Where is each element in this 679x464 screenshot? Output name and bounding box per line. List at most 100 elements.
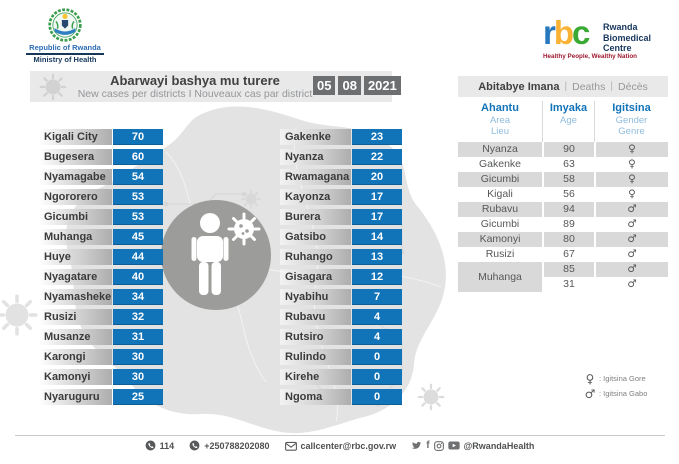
death-area: Kigali (458, 187, 542, 202)
callcenter-number: +250788202080 (189, 440, 270, 451)
district-case-count: 17 (352, 189, 402, 205)
death-area: Kamonyi (458, 232, 542, 247)
virus-icon (38, 72, 68, 102)
death-age: 67 (542, 247, 594, 262)
death-row: Nyanza 90 ♀ (458, 142, 668, 157)
district-name: Kamonyi (39, 369, 112, 385)
instagram-icon (433, 440, 444, 451)
virus-icon (227, 212, 261, 246)
twitter-icon (411, 441, 422, 449)
district-row: Burera 17 (280, 209, 402, 225)
death-age: 85 (542, 262, 594, 277)
district-name: Musanze (39, 329, 112, 345)
logo-divider (26, 53, 104, 55)
district-name: Kirehe (280, 369, 351, 385)
death-row: 31 ♂ (458, 277, 668, 292)
death-area: Rubavu (458, 202, 542, 217)
death-row: Gakenke 63 ♀ (458, 157, 668, 172)
district-row: Gicumbi 53 (39, 209, 163, 225)
death-row: Gicumbi 58 ♀ (458, 172, 668, 187)
district-name: Nyagatare (39, 269, 112, 285)
district-row: Musanze 31 (39, 329, 163, 345)
death-gender-symbol: ♀ (594, 172, 668, 187)
district-name: Gatsibo (280, 229, 351, 245)
district-row: Rutsiro 4 (280, 329, 402, 345)
hotline-number: 114 (145, 440, 174, 451)
district-row: Rwamagana 20 (280, 169, 402, 185)
person-with-virus-graphic (161, 200, 271, 310)
district-name: Ruhango (280, 249, 351, 265)
district-row: Nyagatare 40 (39, 269, 163, 285)
death-age: 31 (542, 277, 594, 292)
death-gender-symbol: ♀ (594, 187, 668, 202)
death-area: Rusizi (458, 247, 542, 262)
district-list-right: Gakenke 23 Nyanza 22 Rwamagana 20 Kayonza 17 Bur… (280, 129, 402, 409)
district-case-count: 25 (113, 389, 163, 405)
deaths-title-rw: Abitabye Imana (478, 80, 560, 93)
death-area: Gicumbi (458, 217, 542, 232)
district-case-count: 30 (113, 349, 163, 365)
district-row: Rulindo 0 (280, 349, 402, 365)
district-list-left: Kigali City 70 Bugesera 60 Nyamagabe 54 Ngoror… (39, 129, 163, 409)
district-row: Nyamagabe 54 (39, 169, 163, 185)
district-row: Kirehe 0 (280, 369, 402, 385)
column-header-gender: Igitsina Gender Genre (594, 101, 668, 142)
deaths-panel-title: Abitabye Imana | Deaths | Décès (458, 76, 668, 97)
district-name: Nyanza (280, 149, 351, 165)
district-row: Rubavu 4 (280, 309, 402, 325)
district-name: Muhanga (39, 229, 112, 245)
district-case-count: 45 (113, 229, 163, 245)
district-name: Kigali City (39, 129, 112, 145)
district-name: Nyamasheke (39, 289, 112, 305)
district-name: Ngororero (39, 189, 112, 205)
death-row: Rubavu 94 ♂ (458, 202, 668, 217)
district-row: Nyabihu 7 (280, 289, 402, 305)
death-gender-symbol: ♀ (594, 157, 668, 172)
report-date: 05 08 2021 (313, 76, 401, 95)
death-age: 94 (542, 202, 594, 217)
footer-contacts: 114 +250788202080 callcenter@rbc.gov.rw … (0, 440, 679, 451)
deaths-table: Ahantu Area Lieu Imyaka Age Igitsina Gen… (458, 101, 668, 292)
death-gender-symbol: ♀ (594, 142, 668, 157)
district-case-count: 0 (352, 389, 402, 405)
footer-divider (15, 435, 665, 436)
death-age: 89 (542, 217, 594, 232)
district-case-count: 12 (352, 269, 402, 285)
youtube-icon (447, 441, 460, 450)
contact-email: callcenter@rbc.gov.rw (284, 441, 396, 451)
death-gender-symbol: ♂ (594, 262, 668, 277)
legend-male: ♂ : Igitsina Gabo (584, 386, 648, 401)
deaths-title-fr: Décès (618, 80, 648, 93)
column-header-area: Ahantu Area Lieu (481, 102, 519, 137)
district-row: Gisagara 12 (280, 269, 402, 285)
virus-watermark-icon (0, 292, 40, 338)
district-name: Kayonza (280, 189, 351, 205)
death-row: Kigali 56 ♀ (458, 187, 668, 202)
death-age: 56 (542, 187, 594, 202)
column-header-age: Imyaka Age (542, 101, 594, 142)
district-case-count: 14 (352, 229, 402, 245)
death-row: Rusizi 67 ♂ (458, 247, 668, 262)
rbc-full-name: Rwanda Biomedical Centre (603, 22, 652, 53)
district-row: Muhanga 45 (39, 229, 163, 245)
district-row: Ngoma 0 (280, 389, 402, 405)
death-area: Nyanza (458, 142, 542, 157)
female-icon: ♀ (585, 371, 595, 386)
district-case-count: 53 (113, 209, 163, 225)
death-area: Gicumbi (458, 172, 542, 187)
legend-female: ♀ : Igitsina Gore (585, 371, 646, 386)
death-age: 90 (542, 142, 594, 157)
death-row: Muhanga 85 ♂ (458, 262, 668, 292)
death-gender-symbol: ♂ (594, 232, 668, 247)
district-row: Kamonyi 30 (39, 369, 163, 385)
gov-name: Republic of Rwanda (29, 43, 101, 52)
district-name: Gicumbi (39, 209, 112, 225)
page-subtitle: New cases per districts I Nouveaux cas p… (77, 88, 313, 100)
header-titles: Abarwayi bashya mu turere New cases per … (70, 73, 320, 101)
district-case-count: 4 (352, 329, 402, 345)
district-case-count: 40 (113, 269, 163, 285)
death-row: Gicumbi 89 ♂ (458, 217, 668, 232)
district-case-count: 34 (113, 289, 163, 305)
district-case-count: 0 (352, 349, 402, 365)
district-case-count: 53 (113, 189, 163, 205)
